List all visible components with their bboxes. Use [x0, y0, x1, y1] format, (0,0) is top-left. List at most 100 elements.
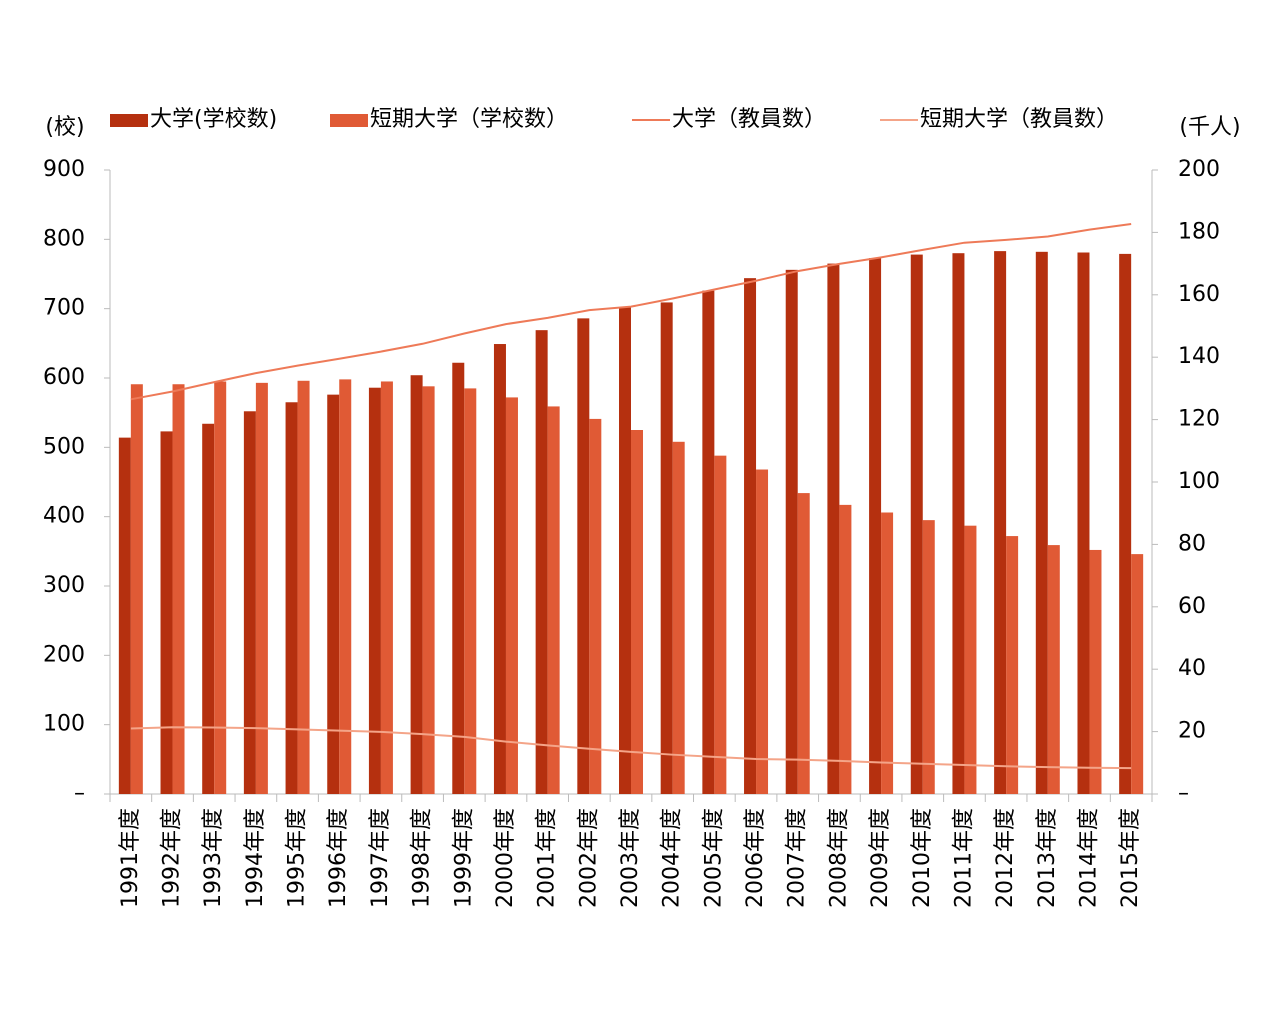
y-tick-label: 500	[43, 434, 85, 459]
bar	[964, 525, 977, 794]
y2-axis-title: (千人)	[1179, 115, 1240, 140]
y2-tick-label: 60	[1178, 594, 1206, 619]
x-tick-label: 2014年度	[1076, 808, 1101, 908]
legend-swatch	[330, 114, 368, 127]
bar	[380, 381, 393, 794]
y2-tick-label: 40	[1178, 656, 1206, 681]
bar	[130, 384, 143, 794]
bar	[505, 397, 518, 794]
bar	[577, 318, 590, 794]
y-tick-label: –	[74, 781, 85, 806]
bar	[714, 455, 727, 794]
y-axis-title: (校)	[45, 115, 84, 140]
y2-tick-label: 160	[1178, 282, 1220, 307]
bar	[839, 504, 852, 794]
bar	[1047, 545, 1060, 794]
y-tick-label: 600	[43, 365, 85, 390]
bar	[214, 381, 227, 794]
y2-tick-label: 180	[1178, 219, 1220, 244]
x-tick-label: 1995年度	[285, 808, 310, 908]
y-tick-label: 400	[43, 504, 85, 529]
bar	[493, 344, 506, 794]
bar	[744, 278, 757, 794]
x-tick-label: 1998年度	[410, 808, 435, 908]
y2-tick-label: 140	[1178, 344, 1220, 369]
legend-label: 大学(学校数)	[150, 107, 277, 132]
y2-tick-label: 120	[1178, 407, 1220, 432]
x-tick-label: 2001年度	[535, 808, 560, 908]
legend-label: 大学（教員数）	[672, 107, 826, 132]
y2-tick-label: 200	[1178, 157, 1220, 182]
bar	[672, 441, 685, 794]
y2-tick-label: 80	[1178, 531, 1206, 556]
bar	[422, 386, 435, 794]
bar	[297, 380, 310, 794]
x-tick-label: 2007年度	[785, 808, 810, 908]
x-tick-label: 2002年度	[576, 808, 601, 908]
legend-label: 短期大学（教員数）	[920, 107, 1118, 132]
bar	[589, 418, 602, 794]
bar	[619, 307, 631, 794]
bar	[535, 330, 548, 794]
x-tick-label: 2005年度	[701, 808, 726, 908]
x-tick-label: 2009年度	[868, 808, 893, 908]
x-tick-label: 1997年度	[368, 808, 393, 908]
y-tick-label: 200	[43, 642, 85, 667]
y2-tick-label: –	[1178, 781, 1189, 806]
bar	[327, 394, 340, 794]
x-tick-label: 2003年度	[618, 808, 643, 908]
x-tick-label: 1992年度	[160, 808, 185, 908]
x-tick-label: 2000年度	[493, 808, 518, 908]
line	[130, 222, 1132, 401]
y-tick-label: 300	[43, 573, 85, 598]
bar	[547, 406, 560, 794]
x-tick-label: 1996年度	[326, 808, 351, 908]
x-tick-label: 2013年度	[1035, 808, 1060, 908]
bar	[1131, 554, 1144, 794]
bar	[285, 402, 298, 794]
bar	[368, 387, 381, 794]
bar	[797, 493, 810, 794]
x-tick-label: 1999年度	[451, 808, 476, 908]
x-tick-label: 2011年度	[951, 808, 976, 908]
line	[130, 726, 1132, 770]
bar	[660, 302, 673, 794]
y-tick-label: 700	[43, 296, 85, 321]
bar	[118, 437, 131, 794]
bar	[464, 388, 477, 794]
bar	[994, 251, 1007, 794]
bar	[702, 290, 715, 794]
y2-tick-label: 100	[1178, 469, 1220, 494]
bar	[1089, 549, 1102, 794]
bar	[1006, 536, 1019, 794]
bar	[869, 258, 882, 794]
bar	[1119, 253, 1132, 795]
bar	[160, 431, 173, 794]
bar	[827, 263, 840, 795]
legend-swatch	[110, 114, 148, 127]
x-tick-label: 2010年度	[910, 808, 935, 908]
bar	[952, 253, 965, 794]
bar	[631, 430, 643, 794]
bar	[339, 379, 352, 794]
bar	[881, 512, 894, 794]
bar	[243, 411, 256, 794]
x-tick-label: 2008年度	[826, 808, 851, 908]
bar	[785, 269, 798, 795]
x-tick-label: 1991年度	[118, 808, 143, 908]
x-tick-label: 1993年度	[201, 808, 226, 908]
y2-tick-label: 20	[1178, 719, 1206, 744]
y-tick-label: 900	[43, 157, 85, 182]
bar	[756, 469, 769, 794]
bar	[172, 384, 185, 794]
x-tick-label: 2012年度	[993, 808, 1018, 908]
x-tick-label: 2004年度	[660, 808, 685, 908]
y-tick-label: 800	[43, 226, 85, 251]
x-tick-label: 2015年度	[1118, 808, 1143, 908]
bar	[410, 375, 423, 794]
bar	[910, 254, 923, 794]
bar	[922, 520, 935, 794]
bar	[202, 423, 215, 794]
x-tick-label: 2006年度	[743, 808, 768, 908]
bar	[1077, 252, 1090, 795]
